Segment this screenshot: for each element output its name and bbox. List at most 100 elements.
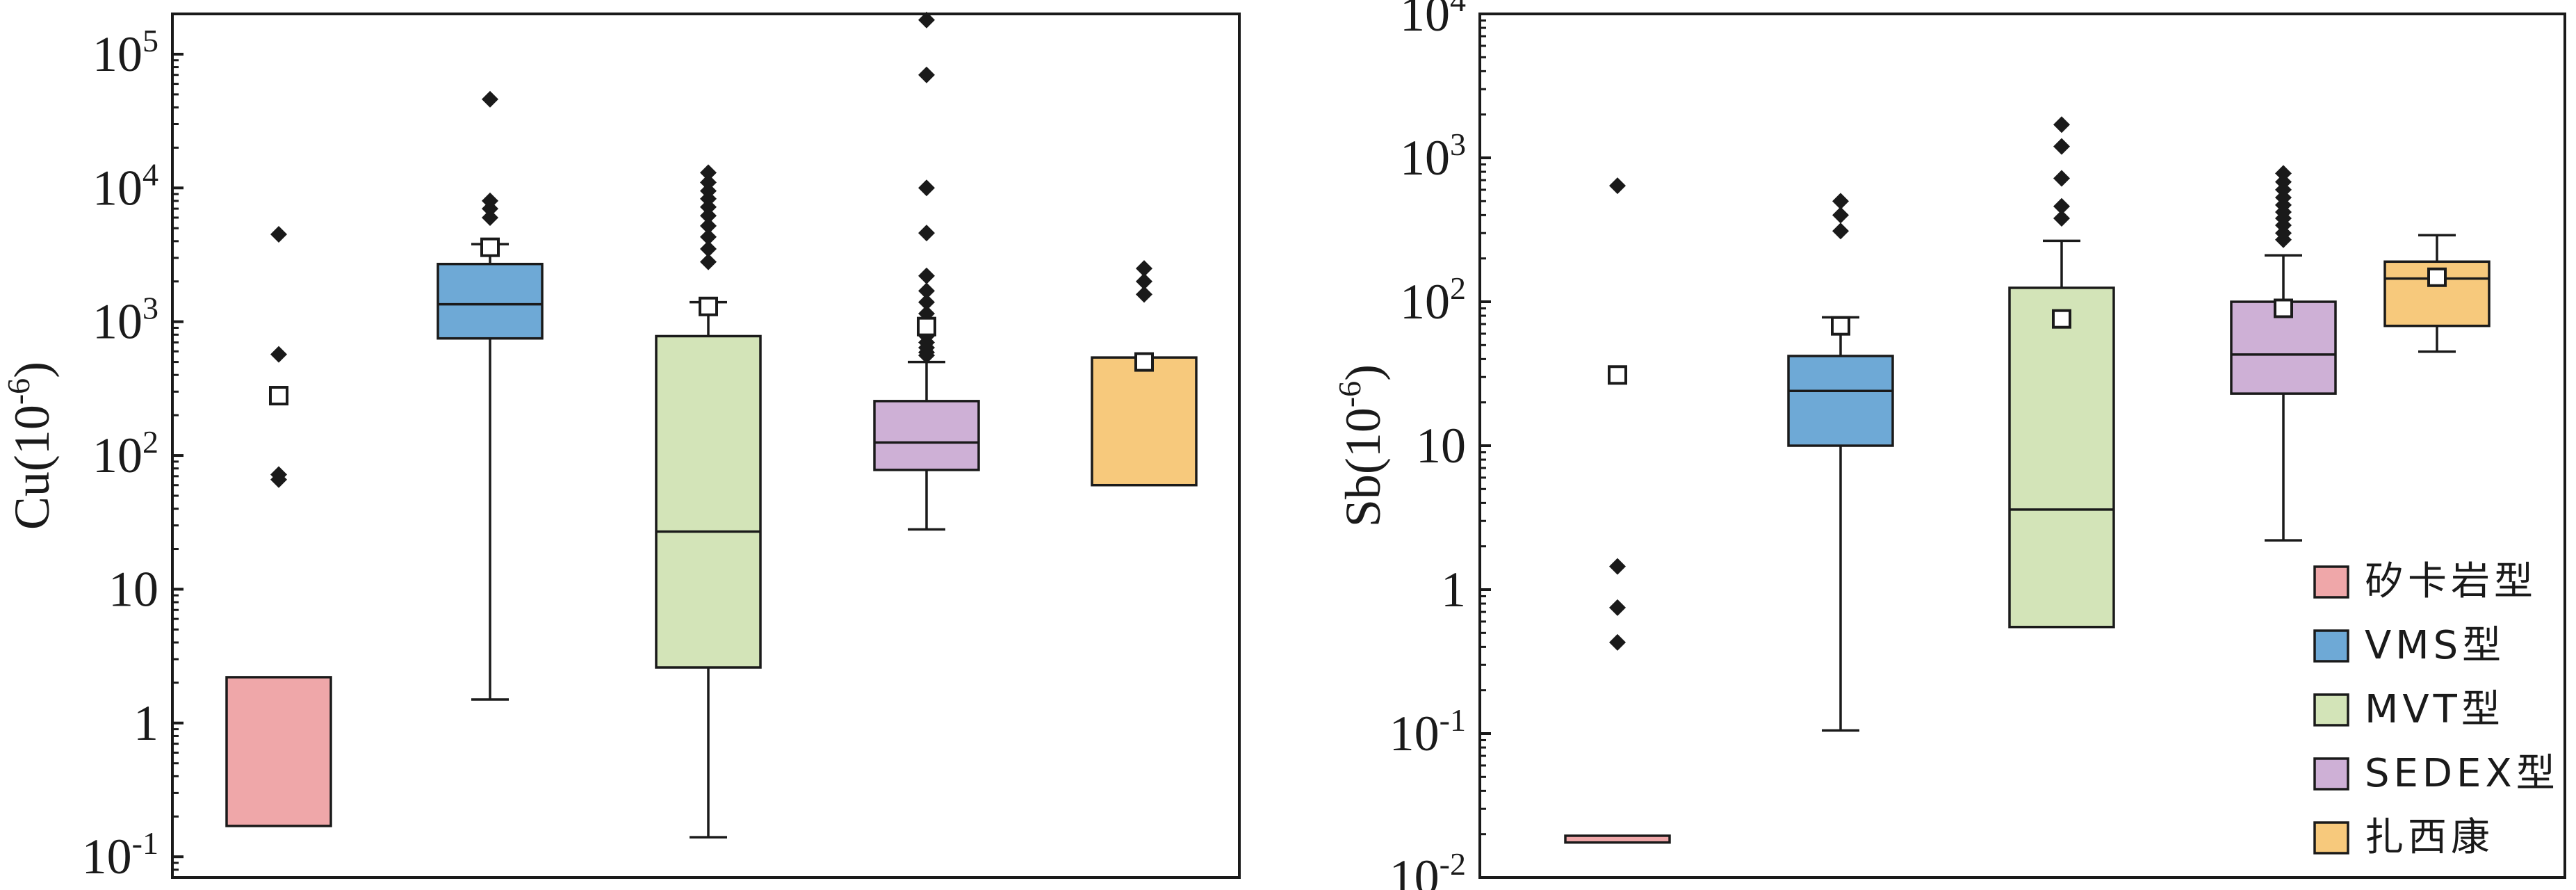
y-tick-label: 10-1 [1389, 702, 1466, 761]
mean-marker [1831, 316, 1850, 336]
mean-marker [1608, 365, 1627, 385]
outlier-point [918, 11, 935, 29]
mean-marker [1134, 352, 1154, 372]
outlier-point [700, 207, 717, 225]
outlier-point [700, 217, 717, 234]
iqr-box [873, 400, 980, 471]
y-tick-base: 10 [1400, 0, 1450, 42]
y-axis-label: Cu(10-6) [1, 362, 60, 530]
y-tick-base: 1 [133, 695, 158, 751]
y-tick-label: 10-2 [1389, 846, 1466, 890]
outlier-point [918, 282, 935, 300]
mean-marker [699, 296, 718, 316]
outlier-point [2053, 170, 2070, 187]
outlier-point [1136, 273, 1152, 290]
y-tick-base: 10 [108, 561, 158, 617]
box-group-1 [1787, 193, 1894, 732]
outlier-point [918, 66, 935, 83]
outlier-point [1609, 633, 1626, 651]
outlier-point [270, 471, 287, 488]
box-group-3 [873, 11, 980, 531]
outlier-point [700, 228, 717, 245]
outlier-point [1832, 193, 1849, 210]
legend-swatch [2313, 629, 2349, 663]
y-axis-label-main: Sb(10 [1335, 407, 1391, 527]
y-tick-label: 102 [92, 424, 158, 483]
y-tick-exponent: 3 [1450, 127, 1466, 162]
outlier-point [1136, 260, 1152, 277]
y-tick-label: 1 [133, 695, 158, 751]
y-tick-label: 104 [1400, 0, 1466, 42]
outlier-point [482, 200, 498, 218]
iqr-box [437, 262, 544, 340]
y-tick-base: 10 [1389, 850, 1440, 890]
outlier-point [1832, 222, 1849, 240]
y-axis-label-close: ) [1335, 364, 1391, 381]
y-tick-label: 10 [108, 561, 158, 617]
y-tick-base: 10 [92, 160, 142, 216]
outlier-point [918, 225, 935, 242]
y-tick-label: 10 [1416, 418, 1466, 474]
y-tick-exponent: 3 [142, 291, 158, 326]
y-tick-label: 104 [92, 156, 158, 216]
legend-label: 矽卡岩型 [2365, 559, 2537, 604]
y-tick-exponent: -1 [132, 825, 158, 861]
legend-swatch [2313, 565, 2349, 599]
legend-label: 扎西康 [2365, 815, 2494, 860]
outlier-point [1832, 207, 1849, 224]
y-tick-exponent: 5 [142, 23, 158, 58]
y-tick-base: 10 [82, 829, 132, 884]
y-tick-base: 10 [1389, 706, 1440, 761]
y-tick-label: 103 [92, 291, 158, 350]
outlier-point [1609, 558, 1626, 575]
y-tick-exponent: 2 [1450, 270, 1466, 306]
iqr-box [1787, 355, 1894, 447]
legend-label: SEDEX型 [2365, 751, 2559, 796]
plot-frame [171, 13, 1241, 879]
outlier-point [482, 209, 498, 226]
mean-marker [480, 237, 500, 257]
outlier-point [1609, 599, 1626, 616]
outlier-point [270, 226, 287, 243]
y-tick-label: 105 [92, 23, 158, 82]
y-tick-base: 10 [1400, 130, 1450, 186]
outlier-point [2053, 138, 2070, 155]
y-tick-base: 1 [1441, 562, 1466, 617]
mean-marker [917, 316, 936, 337]
outlier-point [1136, 286, 1152, 303]
y-axis-label: Sb(10-6) [1332, 364, 1391, 527]
y-axis-label-exponent: -6 [1, 378, 36, 405]
box-group-4 [2383, 234, 2491, 353]
iqr-box [655, 334, 762, 669]
outlier-point [2275, 231, 2292, 248]
y-tick-label: 10-1 [82, 825, 158, 884]
y-tick-base: 10 [92, 26, 142, 82]
box-group-4 [1091, 260, 1198, 487]
box-group-0 [225, 226, 332, 827]
outlier-point [2053, 197, 2070, 215]
outlier-point [700, 253, 717, 270]
y-tick-base: 10 [1416, 418, 1466, 474]
legend-swatch [2313, 757, 2349, 791]
y-tick-base: 10 [92, 428, 142, 483]
y-axis-label-exponent: -6 [1332, 381, 1367, 407]
legend-label: MVT型 [2365, 687, 2504, 732]
legend-swatch [2313, 821, 2349, 855]
outlier-point [918, 267, 935, 284]
legend-label: VMS型 [2365, 623, 2505, 668]
outlier-point [482, 90, 498, 108]
y-tick-exponent: -1 [1440, 702, 1466, 738]
iqr-box [225, 676, 332, 827]
mean-marker [2427, 267, 2447, 287]
box-group-0 [1564, 177, 1671, 844]
y-tick-base: 10 [1400, 274, 1450, 330]
outlier-point [700, 174, 717, 191]
y-tick-exponent: 4 [142, 156, 158, 192]
y-tick-exponent: 2 [142, 424, 158, 460]
outlier-point [918, 293, 935, 311]
y-axis-label-main: Cu(10 [4, 405, 60, 530]
mean-marker [269, 386, 288, 406]
